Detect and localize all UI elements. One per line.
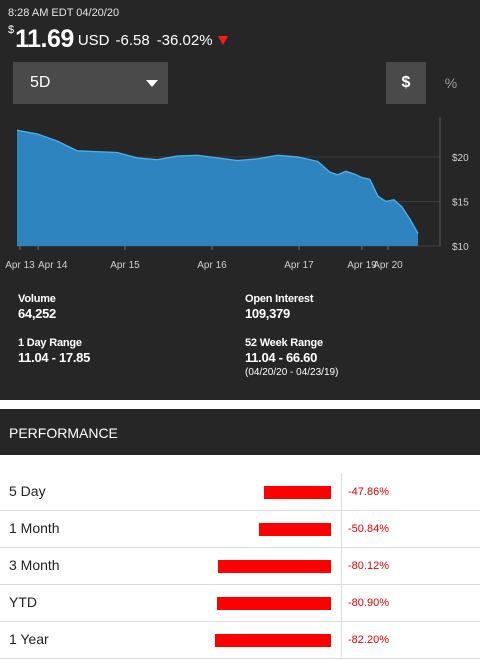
divider xyxy=(341,621,342,658)
divider xyxy=(341,510,342,547)
performance-value: -80.90% xyxy=(348,597,389,609)
volume-label: Volume xyxy=(18,293,56,305)
performance-value: -82.20% xyxy=(348,634,389,646)
divider xyxy=(341,473,342,510)
performance-row: 1 Month -50.84% xyxy=(0,510,480,548)
x-tick-label: Apr 20 xyxy=(373,260,403,271)
week52-range-label: 52 Week Range xyxy=(245,337,323,349)
price-currency: USD xyxy=(77,32,110,49)
performance-period: YTD xyxy=(9,594,37,610)
performance-value: -80.12% xyxy=(348,560,389,572)
last-price: 11.69 xyxy=(15,25,74,53)
price-change: -6.58 xyxy=(115,32,150,49)
divider xyxy=(341,584,342,621)
performance-bar xyxy=(264,486,331,499)
x-tick-label: Apr 13 xyxy=(5,260,35,271)
x-tick-label: Apr 16 xyxy=(197,260,227,271)
performance-row: YTD -80.90% xyxy=(0,584,480,622)
performance-value: -50.84% xyxy=(348,523,389,535)
quote-panel: 8:28 AM EDT 04/20/20 $ 11.69 USD -6.58 -… xyxy=(0,0,480,400)
performance-period: 1 Month xyxy=(9,520,60,536)
price-change-percent: -36.02% xyxy=(156,32,213,49)
x-tick-label: Apr 14 xyxy=(38,260,68,271)
price-row: $ 11.69 USD -6.58 -36.02% xyxy=(8,22,228,52)
day-range-label: 1 Day Range xyxy=(18,337,82,349)
day-range-stat: 1 Day Range 11.04 - 17.85 xyxy=(18,337,90,365)
down-arrow-icon xyxy=(217,36,228,45)
performance-title: PERFORMANCE xyxy=(9,425,118,441)
y-tick-label: $10 xyxy=(452,242,469,253)
performance-value: -47.86% xyxy=(348,486,389,498)
price-chart: $20 $15 $10 Apr 13 Apr 14 Apr 15 Apr 16 Apr 17 A… xyxy=(5,117,469,271)
open-interest-value: 109,379 xyxy=(245,306,290,321)
series-line xyxy=(16,129,419,234)
x-tick-label: Apr 17 xyxy=(284,260,314,271)
y-tick-label: $20 xyxy=(452,153,469,164)
y-tick-label: $15 xyxy=(452,198,469,209)
performance-header: PERFORMANCE xyxy=(0,409,480,455)
quote-timestamp: 8:28 AM EDT 04/20/20 xyxy=(8,7,120,19)
divider xyxy=(341,547,342,584)
week52-range-dates: (04/20/20 - 04/23/19) xyxy=(245,367,339,378)
performance-row: 3 Month -80.12% xyxy=(0,547,480,585)
performance-row: 5 Day -47.86% xyxy=(0,473,480,511)
week52-range-value: 11.04 - 66.60 xyxy=(245,350,317,365)
currency-symbol: $ xyxy=(8,24,15,36)
volume-value: 64,252 xyxy=(18,306,56,321)
performance-row: 1 Year -82.20% xyxy=(0,621,480,659)
range-selected-label: 5D xyxy=(30,74,51,91)
performance-bar xyxy=(217,597,331,610)
week52-range-stat: 52 Week Range 11.04 - 66.60 (04/20/20 - … xyxy=(245,337,338,378)
performance-period: 1 Year xyxy=(9,631,49,647)
performance-bar xyxy=(215,634,331,647)
day-range-value: 11.04 - 17.85 xyxy=(18,350,90,365)
x-tick-label: Apr 15 xyxy=(110,260,140,271)
area-fill xyxy=(17,130,418,246)
performance-period: 3 Month xyxy=(9,557,60,573)
performance-bar xyxy=(218,560,331,573)
performance-bar xyxy=(259,523,331,536)
chevron-down-icon xyxy=(146,80,158,87)
performance-period: 5 Day xyxy=(9,483,46,499)
dollar-toggle-button[interactable]: $ xyxy=(386,62,426,104)
range-selector[interactable]: 5D xyxy=(13,62,168,104)
open-interest-stat: Open Interest 109,379 xyxy=(245,293,314,321)
open-interest-label: Open Interest xyxy=(245,293,314,305)
x-tick-label: Apr 19 xyxy=(347,260,377,271)
percent-toggle-button[interactable]: % xyxy=(444,75,458,91)
volume-stat: Volume 64,252 xyxy=(18,293,56,321)
